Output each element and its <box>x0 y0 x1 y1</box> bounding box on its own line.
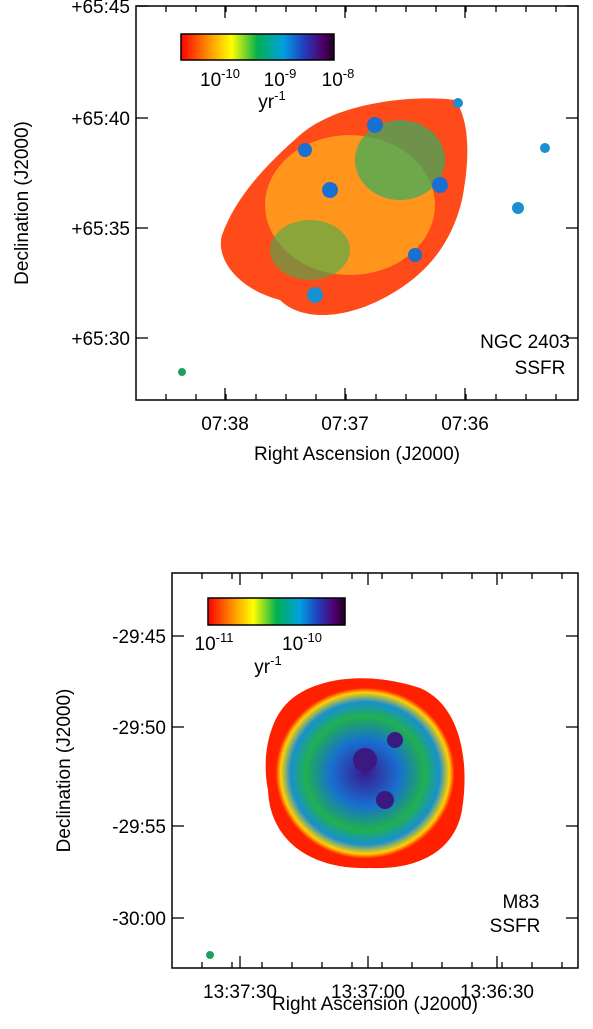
colorbar <box>180 33 335 61</box>
colorbar-label-exp: -10 <box>221 66 240 81</box>
x-tick-label: 13:37:00 <box>331 982 405 1003</box>
m83-map <box>206 678 465 959</box>
x-axis-label: Right Ascension (J2000) <box>272 994 478 1015</box>
colorbar-label: 10-8 <box>322 66 355 91</box>
colorbar-label-exp: -8 <box>343 66 355 81</box>
colorbar-label-base: 10 <box>200 70 221 91</box>
colorbar-unit-base: yr <box>258 92 275 113</box>
x-tick-label: 13:37:30 <box>203 982 277 1003</box>
colorbar-label: 10-10 <box>200 66 240 91</box>
y-tick-label: +65:45 <box>71 0 130 18</box>
colorbar-label-base: 10 <box>322 70 343 91</box>
plot-frame <box>135 5 579 401</box>
y-axis-label: Declination (J2000) <box>12 121 33 285</box>
colorbar <box>207 597 346 626</box>
annotation: SSFR <box>515 358 566 379</box>
y-tick-label: -30:00 <box>112 909 166 930</box>
x-axis-label: Right Ascension (J2000) <box>254 444 460 465</box>
y-axis-label: Declination (J2000) <box>54 689 75 853</box>
x-tick-label: 07:36 <box>441 414 489 435</box>
y-tick-label: +65:35 <box>71 219 130 240</box>
annotation: NGC 2403 <box>480 332 570 353</box>
ngc2403-map <box>178 98 550 376</box>
colorbar-unit-exp: -1 <box>274 88 286 103</box>
colorbar-label-exp: -9 <box>285 66 297 81</box>
annotation: M83 <box>503 892 540 913</box>
colorbar-unit-exp: -1 <box>270 653 282 668</box>
y-tick-label: -29:55 <box>112 817 166 838</box>
colorbar-label: 10-11 <box>195 630 234 655</box>
y-tick-label: -29:45 <box>112 627 166 648</box>
colorbar-label-base: 10 <box>195 634 216 655</box>
x-tick-label: 07:37 <box>321 414 369 435</box>
colorbar-label: 10-10 <box>282 630 322 655</box>
colorbar-unit: yr-1 <box>258 88 285 113</box>
annotation: SSFR <box>490 916 541 937</box>
colorbar-label: 10-9 <box>264 66 297 91</box>
colorbar-label-exp: -11 <box>216 630 234 645</box>
y-tick-label: -29:50 <box>112 718 166 739</box>
colorbar-label-base: 10 <box>282 634 303 655</box>
y-tick-label: +65:40 <box>71 109 130 130</box>
x-tick-label: 13:36:30 <box>460 982 534 1003</box>
colorbar-label-base: 10 <box>264 70 285 91</box>
colorbar-unit-base: yr <box>254 657 271 678</box>
colorbar-unit: yr-1 <box>254 653 281 678</box>
x-tick-label: 07:38 <box>201 414 249 435</box>
plot-frame <box>171 572 579 969</box>
colorbar-label-exp: -10 <box>303 630 322 645</box>
y-tick-label: +65:30 <box>71 329 130 350</box>
